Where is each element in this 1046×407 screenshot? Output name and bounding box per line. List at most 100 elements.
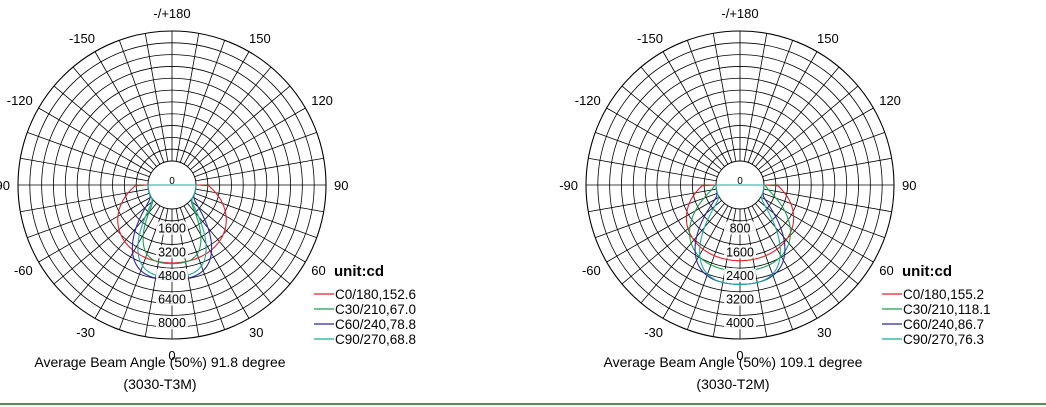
polar-spoke	[751, 205, 818, 319]
polar-ring	[17, 30, 327, 340]
polar-spoke	[190, 200, 291, 285]
polar-spoke	[194, 192, 317, 239]
radial-tick-bg	[156, 221, 188, 235]
polar-spoke	[53, 85, 154, 170]
legend-label: C30/210,67.0	[335, 302, 416, 317]
polar-spoke	[762, 192, 885, 239]
polar-spoke	[662, 51, 729, 165]
polar-spoke	[763, 157, 892, 182]
polar-ring	[585, 30, 895, 340]
polar-spoke	[94, 51, 161, 165]
legend-label: C60/240,86.7	[903, 317, 984, 332]
polar-spoke	[38, 107, 152, 174]
legend-label: C0/180,152.6	[335, 287, 416, 302]
polar-ring	[632, 77, 848, 293]
radial-tick-bg	[724, 268, 756, 282]
polar-spoke	[595, 192, 718, 239]
polar-ring	[135, 148, 209, 222]
radial-tick-bg	[156, 268, 188, 282]
angle-label: 90	[902, 178, 916, 193]
angle-label: 30	[249, 325, 263, 340]
radial-tick-label: 3200	[726, 293, 754, 307]
polar-spoke	[183, 51, 250, 165]
polar-spoke	[762, 131, 885, 178]
angle-label: 0	[736, 348, 743, 363]
radial-tick-bg	[724, 245, 756, 259]
radial-tick-label: 4000	[726, 316, 754, 330]
radial-tick-label: 4800	[158, 269, 186, 283]
polar-spoke	[192, 196, 306, 263]
polar-spoke	[72, 66, 157, 167]
model-caption: (3030-T3M)	[123, 376, 196, 392]
polar-spoke	[194, 131, 317, 178]
series-curve-1	[685, 184, 795, 262]
angle-label: -/+180	[721, 6, 758, 21]
angle-label: 120	[311, 93, 333, 108]
polar-spoke	[183, 205, 250, 319]
polar-spoke	[743, 33, 768, 162]
radial-tick-label: 8000	[158, 316, 186, 330]
polar-spoke	[118, 40, 165, 163]
legend-label: C60/240,78.8	[335, 317, 416, 332]
polar-spoke	[195, 157, 324, 182]
polar-ring	[609, 54, 871, 316]
polar-ring	[88, 101, 256, 269]
radial-tick-label: 3200	[158, 245, 186, 259]
polar-spoke	[712, 33, 737, 162]
polar-spoke	[760, 107, 874, 174]
polar-ring	[703, 148, 777, 222]
legend-label: C30/210,118.1	[903, 302, 991, 317]
unit-label: unit:cd	[902, 263, 952, 280]
angle-label: -30	[76, 325, 95, 340]
legend-label: C90/270,68.8	[335, 332, 416, 347]
angle-label: 60	[879, 263, 893, 278]
bottom-divider	[0, 403, 1046, 405]
polar-ring	[656, 101, 824, 269]
radial-tick-bg	[156, 316, 188, 330]
radial-tick-bg	[724, 316, 756, 330]
polar-spoke	[640, 66, 725, 167]
polar-spoke	[179, 40, 226, 163]
angle-label: -/+180	[153, 6, 190, 21]
polar-spoke	[187, 66, 272, 167]
polar-ring	[680, 125, 800, 245]
polar-spoke	[72, 203, 157, 304]
polar-spoke	[27, 131, 150, 178]
polar-spoke	[751, 51, 818, 165]
angle-label: -90	[559, 178, 578, 193]
polar-spoke	[760, 196, 874, 263]
legend-label: C90/270,76.3	[903, 332, 984, 347]
radial-tick-label: 1600	[158, 222, 186, 236]
polar-spoke	[686, 40, 733, 163]
angle-label: -120	[7, 93, 33, 108]
angle-label: 120	[879, 93, 901, 108]
model-caption: (3030-T2M)	[696, 376, 769, 392]
polar-spoke	[20, 188, 149, 213]
polar-spoke	[606, 107, 720, 174]
polar-spoke	[175, 33, 200, 162]
radial-tick-label: 6400	[158, 293, 186, 307]
polar-spoke	[144, 33, 169, 162]
polar-spoke	[190, 85, 291, 170]
polar-spoke	[94, 205, 161, 319]
polar-spoke	[38, 196, 152, 263]
angle-label: 150	[249, 31, 271, 46]
polar-ring	[112, 125, 232, 245]
angle-label: -120	[575, 93, 601, 108]
polar-spoke	[758, 85, 859, 170]
legend-label: C0/180,155.2	[903, 287, 984, 302]
polar-spoke	[747, 40, 794, 163]
angle-label: 0	[168, 348, 175, 363]
polar-spoke	[195, 188, 324, 213]
radial-tick-bg	[724, 292, 756, 306]
polar-spoke	[755, 203, 840, 304]
polar-chart-1: -/+180 150 120 90 60 30 0 -30 -60 -90 -120 -150 0 160…	[0, 6, 416, 392]
polar-ring	[64, 77, 280, 293]
polar-spoke	[755, 66, 840, 167]
polar-ring	[41, 54, 303, 316]
angle-label: -30	[644, 325, 663, 340]
unit-label: unit:cd	[334, 263, 384, 280]
angle-label: -150	[637, 31, 663, 46]
beam-angle-caption: Average Beam Angle (50%) 109.1 degree	[604, 354, 863, 370]
angle-label: 150	[817, 31, 839, 46]
